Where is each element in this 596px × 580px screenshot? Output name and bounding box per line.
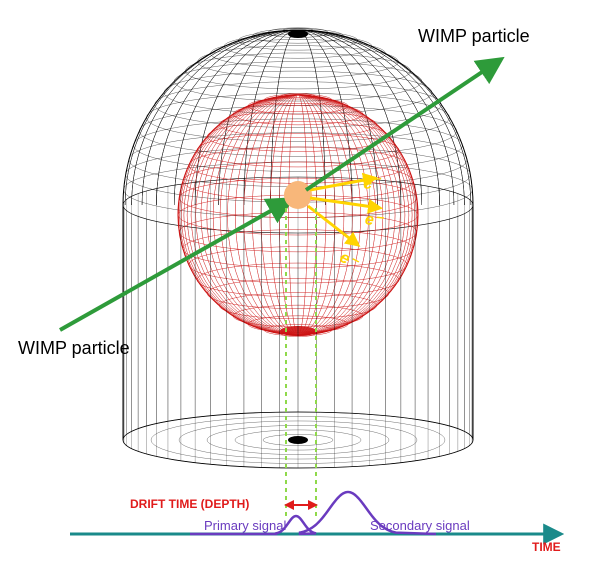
drift-time-label: DRIFT TIME (DEPTH): [130, 497, 249, 511]
diagram-root: WIMP particle WIMP particle e⁻ e⁻ e⁻ DRI…: [0, 0, 596, 580]
secondary-signal-label: Secondary signal: [370, 518, 470, 533]
detector-diagram: [0, 0, 596, 580]
time-axis-label: TIME: [532, 540, 561, 554]
electron-label-1: e⁻: [364, 209, 383, 231]
wimp-label-in: WIMP particle: [18, 338, 130, 359]
cylinder-wireframe: [123, 177, 473, 468]
primary-signal-label: Primary signal: [204, 518, 286, 533]
wimp-label-out: WIMP particle: [418, 26, 530, 47]
interaction-point: [284, 181, 312, 209]
electron-label-0: e⁻: [362, 172, 382, 194]
